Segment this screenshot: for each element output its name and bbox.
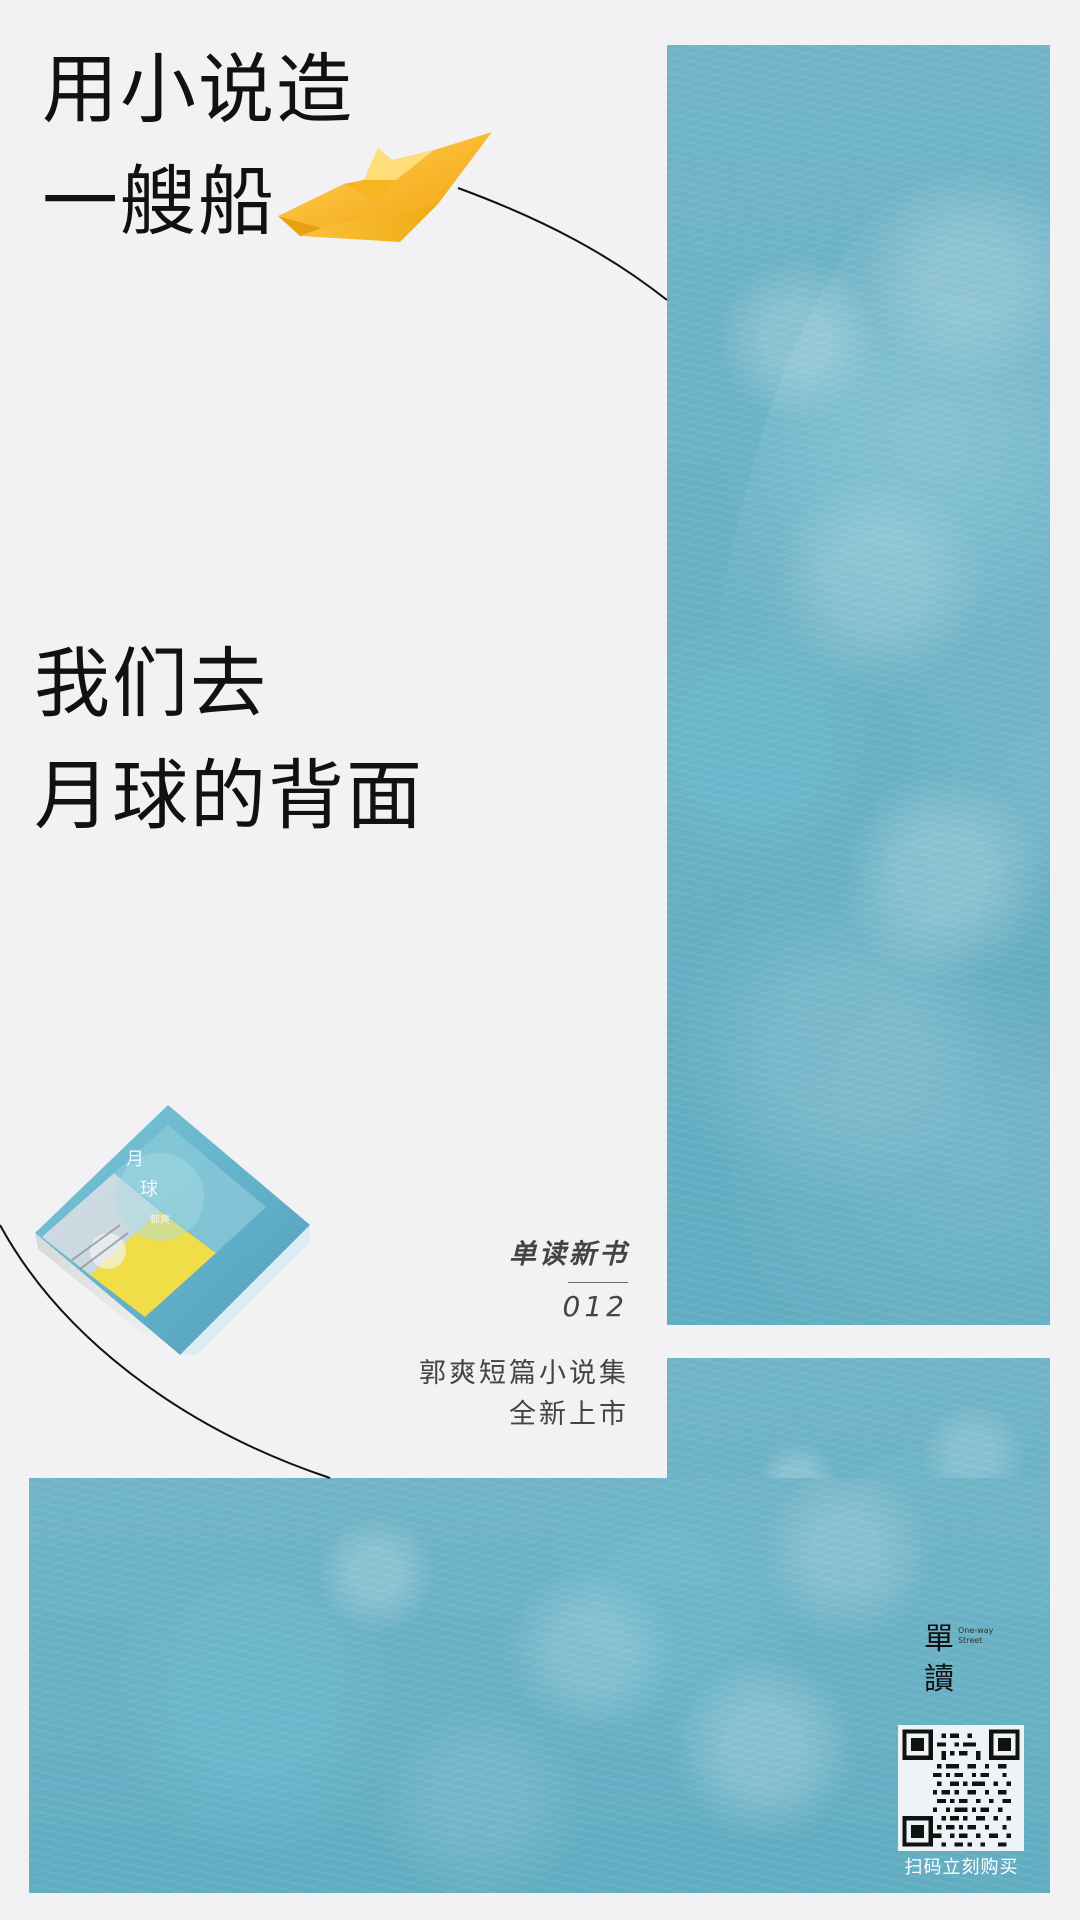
promo-line-2: 全新上市 [509, 1399, 629, 1430]
moon-grain [29, 1478, 1050, 1893]
subheadline-text: 我们去 月球的背面 [34, 628, 424, 852]
brand-logo: 單 讀 One-way Street [924, 1620, 1014, 1698]
subheadline-line-2: 月球的背面 [34, 751, 424, 840]
brand-logo-char-1: 單 [924, 1622, 954, 1657]
book-cover-mockup: 月 球 郭爽 [35, 1105, 310, 1355]
subheadline-line-1: 我们去 [34, 639, 268, 728]
moon-photo-bottom [29, 1478, 1050, 1893]
headline-line-1: 用小说造 [42, 45, 354, 134]
moon-texture [667, 45, 1050, 1325]
series-label: 单读新书 [509, 1239, 629, 1270]
headline-text: 用小说造 一艘船 [42, 34, 354, 258]
book-title-char-2: 球 [140, 1179, 158, 1200]
qr-code-icon[interactable] [898, 1725, 1024, 1851]
headline-line-2: 一艘船 [42, 157, 276, 246]
book-title-char-1: 月 [126, 1149, 144, 1170]
paper-boat-icon [278, 132, 492, 242]
brand-logo-char-2: 讀 [924, 1662, 954, 1697]
moon-grain [667, 45, 1050, 1325]
promo-line-1: 郭爽短篇小说集 [419, 1358, 629, 1389]
moon-photo-top [667, 45, 1050, 1325]
series-divider [568, 1282, 628, 1283]
book-author: 郭爽 [150, 1213, 170, 1226]
issue-number: 012 [562, 1290, 628, 1323]
qr-caption: 扫码立刻购买 [904, 1857, 1019, 1878]
brand-logo-cn: 單 讀 [924, 1620, 954, 1700]
qr-code-svg [898, 1725, 1024, 1851]
moon-texture [29, 1478, 1050, 1893]
brand-logo-en: One-way Street [958, 1626, 994, 1645]
